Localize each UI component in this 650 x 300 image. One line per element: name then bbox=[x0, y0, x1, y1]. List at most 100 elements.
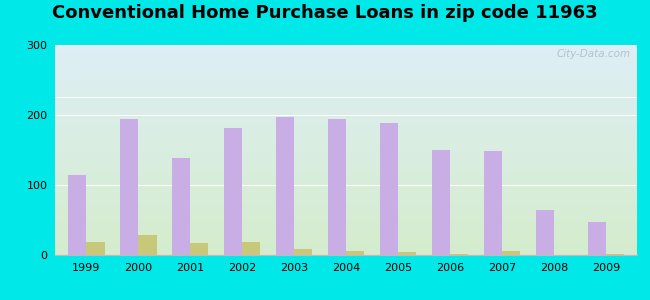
Bar bbox=[55, 152, 637, 153]
Bar bbox=[588, 222, 606, 255]
Bar bbox=[55, 76, 637, 77]
Bar bbox=[55, 217, 637, 218]
Bar bbox=[55, 215, 637, 216]
Bar bbox=[55, 105, 637, 106]
Bar bbox=[55, 59, 637, 60]
Bar bbox=[55, 147, 637, 148]
Bar bbox=[190, 243, 209, 255]
Bar bbox=[55, 130, 637, 131]
Bar bbox=[55, 101, 637, 102]
Bar bbox=[55, 184, 637, 185]
Bar bbox=[55, 146, 637, 147]
Bar bbox=[55, 207, 637, 208]
Bar bbox=[138, 235, 157, 255]
Bar bbox=[55, 83, 637, 84]
Bar bbox=[55, 98, 637, 99]
Bar bbox=[55, 81, 637, 82]
Bar bbox=[55, 131, 637, 132]
Bar bbox=[55, 158, 637, 159]
Bar bbox=[55, 229, 637, 230]
Bar bbox=[55, 62, 637, 63]
Bar bbox=[55, 68, 637, 69]
Bar bbox=[55, 176, 637, 177]
Bar bbox=[55, 129, 637, 130]
Bar bbox=[450, 254, 468, 255]
Bar bbox=[55, 156, 637, 157]
Bar bbox=[55, 163, 637, 164]
Bar bbox=[55, 161, 637, 162]
Bar bbox=[346, 251, 364, 255]
Bar bbox=[55, 134, 637, 135]
Bar bbox=[55, 145, 637, 146]
Bar bbox=[55, 226, 637, 227]
Bar bbox=[55, 183, 637, 184]
Bar bbox=[55, 237, 637, 238]
Bar bbox=[55, 93, 637, 94]
Bar bbox=[55, 56, 637, 57]
Bar bbox=[55, 143, 637, 144]
Bar bbox=[294, 249, 313, 255]
Bar bbox=[55, 102, 637, 103]
Bar bbox=[55, 212, 637, 213]
Bar bbox=[55, 140, 637, 141]
Bar bbox=[224, 128, 242, 255]
Bar bbox=[55, 97, 637, 98]
Bar bbox=[55, 188, 637, 189]
Bar bbox=[55, 149, 637, 150]
Bar bbox=[55, 155, 637, 156]
Text: Conventional Home Purchase Loans in zip code 11963: Conventional Home Purchase Loans in zip … bbox=[52, 4, 598, 22]
Bar bbox=[55, 201, 637, 202]
Bar bbox=[55, 174, 637, 175]
Bar bbox=[398, 251, 416, 255]
Bar bbox=[55, 241, 637, 242]
Bar bbox=[55, 80, 637, 81]
Bar bbox=[55, 247, 637, 248]
Bar bbox=[55, 86, 637, 87]
Bar bbox=[55, 162, 637, 163]
Bar bbox=[55, 243, 637, 244]
Bar bbox=[55, 109, 637, 110]
Bar bbox=[55, 186, 637, 187]
Bar bbox=[55, 254, 637, 255]
Bar bbox=[55, 165, 637, 166]
Bar bbox=[55, 206, 637, 207]
Bar bbox=[55, 137, 637, 138]
Bar bbox=[55, 57, 637, 58]
Bar bbox=[55, 107, 637, 108]
Bar bbox=[55, 61, 637, 62]
Bar bbox=[55, 121, 637, 122]
Bar bbox=[55, 172, 637, 173]
Bar bbox=[55, 204, 637, 205]
Bar bbox=[55, 82, 637, 83]
Bar bbox=[55, 157, 637, 158]
Bar bbox=[55, 223, 637, 224]
Bar bbox=[55, 126, 637, 127]
Bar bbox=[55, 52, 637, 53]
Bar bbox=[55, 220, 637, 221]
Bar bbox=[242, 242, 261, 255]
Bar bbox=[55, 111, 637, 112]
Bar bbox=[55, 236, 637, 237]
Bar bbox=[55, 225, 637, 226]
Bar bbox=[55, 65, 637, 66]
Bar bbox=[86, 242, 105, 255]
Bar bbox=[55, 175, 637, 176]
Bar bbox=[55, 54, 637, 55]
Bar bbox=[55, 246, 637, 247]
Bar bbox=[55, 177, 637, 178]
Bar bbox=[172, 158, 190, 255]
Bar bbox=[55, 45, 637, 46]
Bar bbox=[55, 91, 637, 92]
Bar bbox=[55, 118, 637, 119]
Bar bbox=[55, 170, 637, 171]
Bar bbox=[55, 138, 637, 139]
Bar bbox=[55, 180, 637, 181]
Bar bbox=[484, 152, 502, 255]
Bar bbox=[502, 251, 520, 255]
Bar bbox=[55, 179, 637, 180]
Bar bbox=[55, 231, 637, 232]
Bar bbox=[55, 85, 637, 86]
Bar bbox=[55, 189, 637, 190]
Bar bbox=[68, 175, 86, 255]
Bar bbox=[55, 185, 637, 186]
